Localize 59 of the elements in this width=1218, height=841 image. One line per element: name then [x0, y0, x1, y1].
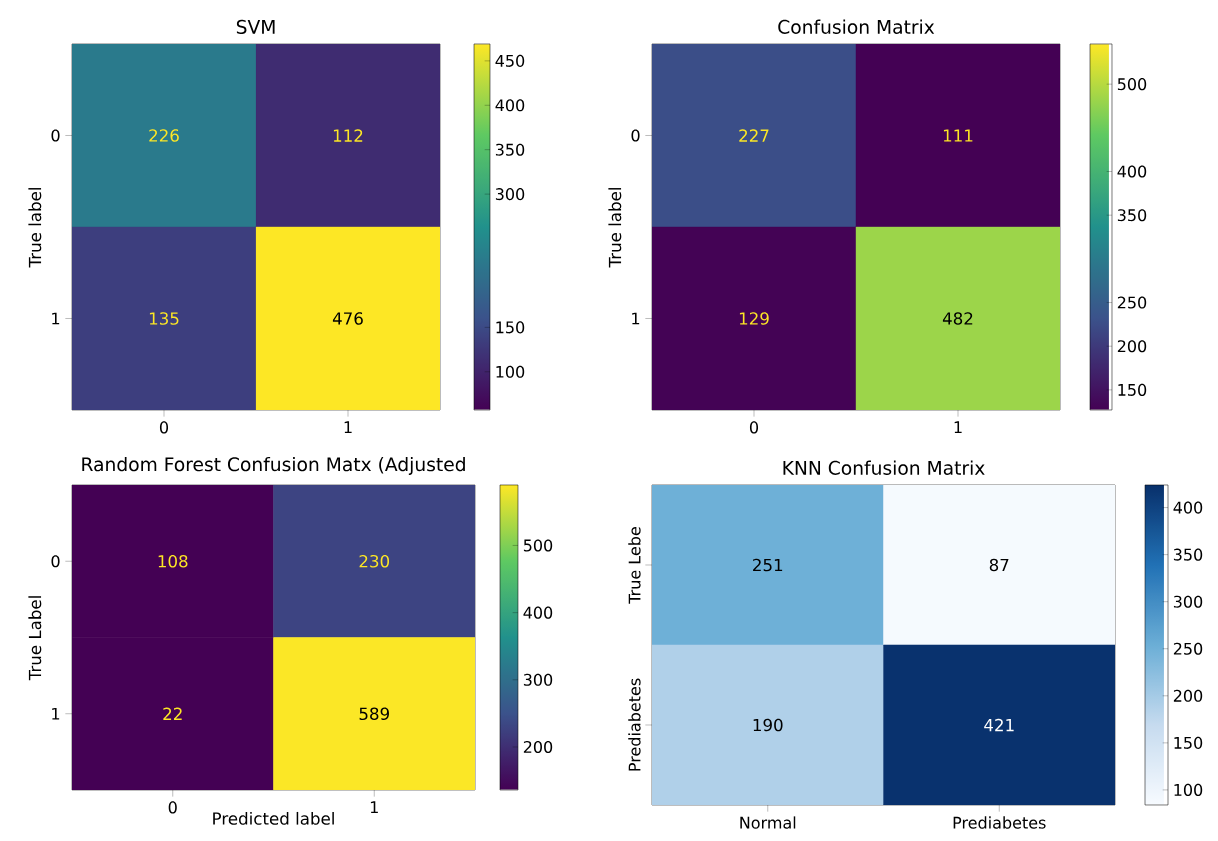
data-label: 230	[359, 554, 390, 568]
color-bar-label: 300	[1173, 595, 1203, 608]
color-bar-label: 300	[495, 188, 525, 201]
data-label: 190	[753, 718, 783, 732]
y-tick-label: 1	[632, 312, 640, 325]
color-bar-label: 500	[1117, 78, 1147, 91]
y-tick-label: True Lebe	[628, 527, 641, 604]
y-tick-label: 0	[51, 129, 60, 142]
color-bar-label: 100	[1174, 783, 1203, 796]
y-tick-label: 1	[52, 312, 60, 325]
color-bar-label: 300	[523, 673, 553, 686]
chart-title: Confusion Matrix	[778, 19, 935, 34]
color-bar-label: 400	[1117, 165, 1147, 178]
y-tick-label: 1	[52, 707, 60, 720]
color-bar-label: 500	[523, 539, 553, 552]
y-axis-title: True Label	[28, 596, 42, 681]
color-bar-label: 350	[1173, 548, 1203, 561]
data-label: 226	[149, 129, 179, 142]
y-tick-label: 0	[51, 555, 60, 568]
data-label: 421	[984, 718, 1014, 732]
color-bar-label: 150	[496, 321, 525, 334]
chart-title: Random Forest Confusion Matx (Adjusted	[82, 456, 465, 475]
data-label: 111	[943, 129, 973, 142]
x-tick-label: 1	[344, 421, 352, 434]
data-label: 87	[989, 558, 1009, 572]
x-tick-label: 0	[749, 421, 759, 434]
color-bar-label: 350	[1117, 209, 1147, 222]
data-label: 129	[739, 312, 769, 325]
y-axis-title: True label	[28, 188, 42, 268]
data-label: 251	[753, 558, 783, 572]
data-label: 22	[163, 707, 182, 720]
color-bar-label: 450	[495, 54, 525, 67]
chart-title: SVM	[236, 19, 275, 34]
data-label: 476	[332, 312, 363, 325]
color-bar-label: 250	[1117, 296, 1147, 309]
data-label: 589	[359, 707, 389, 721]
x-tick-label: 1	[954, 421, 962, 434]
data-label: 135	[149, 312, 179, 325]
color-bar-label: 250	[1173, 642, 1203, 655]
data-label: 482	[942, 312, 973, 325]
x-axis-title: Predicted label	[213, 811, 334, 825]
data-label: 112	[333, 129, 363, 142]
color-bar-label: 200	[1117, 340, 1147, 353]
color-bar-label: 400	[495, 99, 525, 112]
color-bar-label: 100	[496, 365, 525, 378]
color-bar-label: 400	[1173, 501, 1203, 514]
data-label: 108	[158, 554, 188, 568]
x-tick-label: Normal	[740, 816, 796, 829]
color-bar-label: 400	[523, 606, 553, 619]
color-bar-label: 200	[1173, 689, 1203, 702]
x-tick-label: 0	[159, 421, 169, 434]
color-bar-label: 150	[1174, 736, 1203, 749]
color-bar-label: 350	[495, 143, 525, 156]
y-axis-title: True label	[608, 188, 622, 268]
color-bar-label: 150	[1118, 383, 1147, 396]
chart-title: KNN Confusion Matrix	[783, 460, 985, 475]
y-tick-label: 0	[631, 129, 640, 142]
color-bar-label: 200	[523, 740, 553, 754]
data-label: 227	[739, 129, 769, 142]
